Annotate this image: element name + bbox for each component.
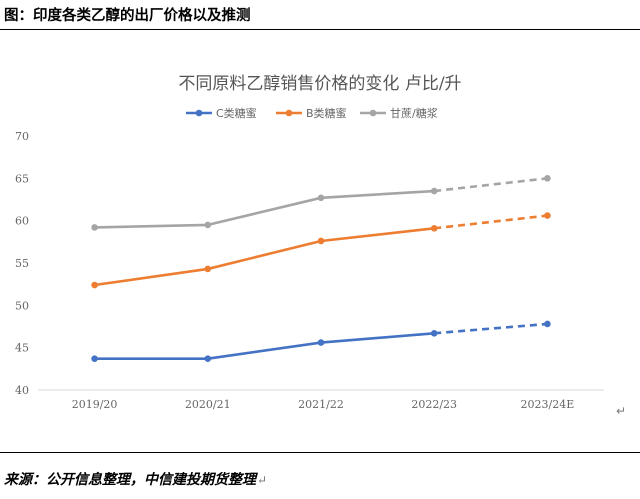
data-point: [204, 221, 212, 229]
y-tick-label: 70: [15, 130, 29, 143]
data-point: [430, 224, 438, 232]
y-tick-label: 55: [15, 257, 29, 270]
series-1: [91, 212, 551, 289]
line-chart: 不同原料乙醇销售价格的变化 卢比/升 C类糖蜜 B类糖蜜 甘蔗/糖浆 40 45 50 5…: [15, 74, 604, 410]
x-tick-label: 2022/23: [411, 398, 457, 410]
data-point: [430, 329, 438, 337]
return-mark-source: ↵: [257, 473, 268, 487]
figure-caption: 图：印度各类乙醇的出厂价格以及推测: [4, 7, 251, 24]
data-point: [204, 265, 212, 273]
series-line-actual: [93, 189, 436, 229]
legend-label: B类糖蜜: [306, 106, 347, 120]
legend-label: C类糖蜜: [216, 106, 257, 120]
x-axis: 2019/20 2020/21 2021/22 2022/23 2023/24E: [38, 389, 604, 410]
data-point: [317, 237, 325, 245]
return-mark-chart: ↵: [616, 404, 627, 418]
chart-legend: C类糖蜜 B类糖蜜 甘蔗/糖浆: [186, 106, 438, 120]
data-point: [544, 212, 551, 219]
chart-title: 不同原料乙醇销售价格的变化 卢比/升: [178, 74, 461, 94]
series-layer: [91, 175, 551, 362]
series-line-forecast: [434, 177, 548, 193]
data-point: [544, 175, 551, 182]
data-point: [544, 320, 551, 328]
y-tick-label: 60: [15, 215, 29, 228]
data-point: [317, 194, 325, 202]
source-text: 来源：公开信息整理，中信建投期货整理: [4, 472, 256, 488]
y-tick-label: 50: [15, 299, 29, 312]
data-point: [91, 355, 98, 362]
series-line-actual: [93, 226, 436, 287]
legend-swatch-marker: [285, 109, 293, 117]
data-point: [91, 281, 98, 289]
data-point: [204, 355, 212, 362]
data-point: [430, 187, 438, 195]
y-axis: 40 45 50 55 60 65 70: [15, 130, 29, 397]
series-0: [91, 320, 551, 362]
x-tick-label: 2021/22: [298, 398, 344, 410]
series-line-forecast: [434, 322, 548, 335]
x-tick-label: 2019/20: [72, 398, 118, 410]
x-tick-label: 2020/21: [185, 398, 231, 410]
series-2: [91, 175, 551, 231]
source-note: 来源：公开信息整理，中信建投期货整理↵: [4, 469, 267, 489]
top-rule: [0, 29, 640, 30]
legend-label: 甘蔗/糖浆: [390, 106, 438, 120]
x-tick-label: 2023/24E: [521, 398, 575, 410]
series-line-forecast: [434, 214, 548, 230]
y-tick-label: 65: [15, 172, 29, 185]
y-tick-label: 45: [15, 342, 29, 355]
y-tick-label: 40: [15, 384, 29, 397]
bottom-rule: [0, 452, 640, 453]
data-point: [91, 224, 98, 231]
legend-swatch-marker: [369, 109, 377, 117]
legend-swatch-marker: [195, 109, 203, 117]
series-line-actual: [93, 331, 436, 360]
data-point: [317, 339, 325, 346]
